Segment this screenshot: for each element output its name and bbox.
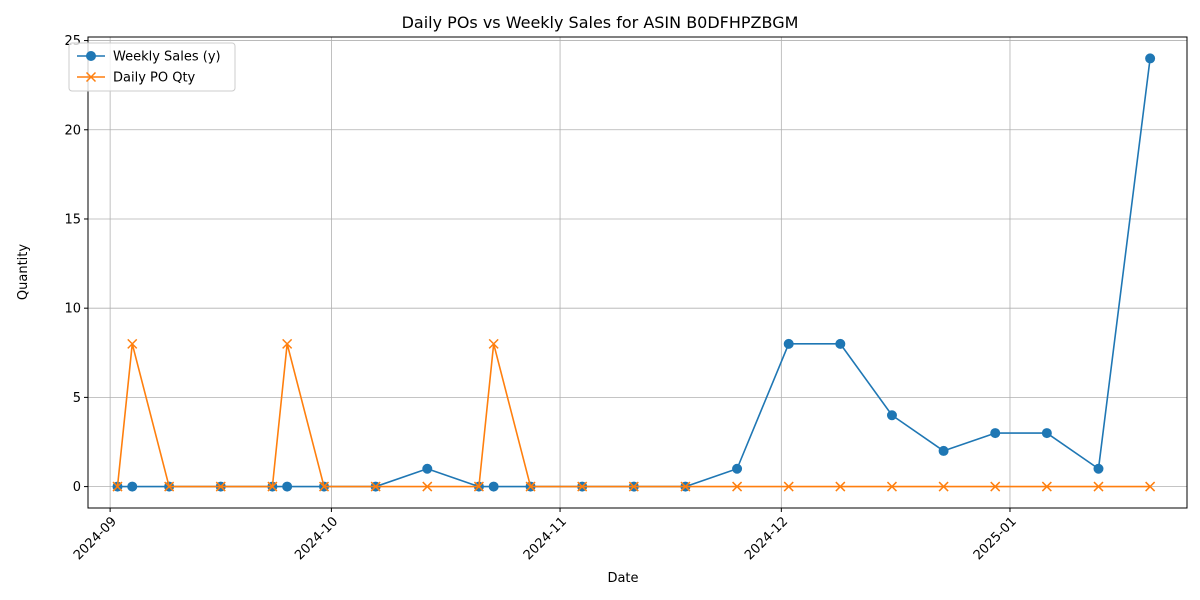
- data-point: [473, 481, 484, 492]
- data-point: [422, 481, 433, 492]
- data-point: [267, 481, 278, 492]
- data-point: [127, 338, 138, 349]
- y-tick-label: 5: [73, 391, 81, 406]
- data-point: [282, 338, 293, 349]
- data-point: [215, 481, 226, 492]
- series-daily-po-qty: [112, 338, 1156, 492]
- data-point: [835, 338, 846, 349]
- data-point: [886, 410, 897, 421]
- series-layer: [112, 53, 1156, 492]
- legend: Weekly Sales (y) Daily PO Qty: [68, 42, 236, 92]
- legend-item: Weekly Sales (y): [77, 50, 221, 65]
- data-point: [835, 481, 846, 492]
- x-axis-label: Date: [607, 571, 638, 586]
- data-point: [1041, 481, 1052, 492]
- legend-label: Daily PO Qty: [113, 71, 196, 86]
- data-point: [422, 463, 433, 474]
- y-tick-label: 10: [64, 302, 81, 317]
- y-axis-label: Quantity: [16, 244, 31, 300]
- data-point: [783, 338, 794, 349]
- data-point: [680, 481, 691, 492]
- data-point: [783, 481, 794, 492]
- data-point: [1041, 428, 1052, 439]
- legend-marker: [85, 71, 97, 83]
- data-point: [488, 481, 499, 492]
- data-point: [1093, 481, 1104, 492]
- y-tick-label: 20: [64, 123, 81, 138]
- legend-label: Weekly Sales (y): [113, 50, 221, 65]
- y-tick-label: 0: [73, 480, 81, 495]
- legend-item: Daily PO Qty: [77, 71, 196, 86]
- legend-box: [68, 42, 236, 92]
- grid-layer: [88, 37, 1187, 508]
- data-point: [990, 481, 1001, 492]
- data-point: [938, 445, 949, 456]
- legend-marker: [86, 51, 96, 61]
- chart-title: Daily POs vs Weekly Sales for ASIN B0DFH…: [402, 13, 799, 32]
- data-point: [990, 428, 1001, 439]
- data-point: [1145, 481, 1156, 492]
- data-point: [164, 481, 175, 492]
- series-line: [116, 343, 1151, 488]
- data-point: [370, 481, 381, 492]
- data-point: [886, 481, 897, 492]
- data-point: [628, 481, 639, 492]
- data-point: [127, 481, 138, 492]
- plot-frame: [87, 36, 1188, 509]
- data-point: [732, 481, 743, 492]
- data-point: [1093, 463, 1104, 474]
- data-point: [1145, 53, 1156, 64]
- data-point: [318, 481, 330, 492]
- data-point: [282, 481, 293, 492]
- y-tick-label: 15: [64, 212, 81, 227]
- data-point: [732, 463, 743, 474]
- data-point: [488, 338, 499, 349]
- data-point: [938, 481, 949, 492]
- data-point: [112, 481, 123, 492]
- data-point: [577, 481, 588, 492]
- data-point: [525, 481, 536, 492]
